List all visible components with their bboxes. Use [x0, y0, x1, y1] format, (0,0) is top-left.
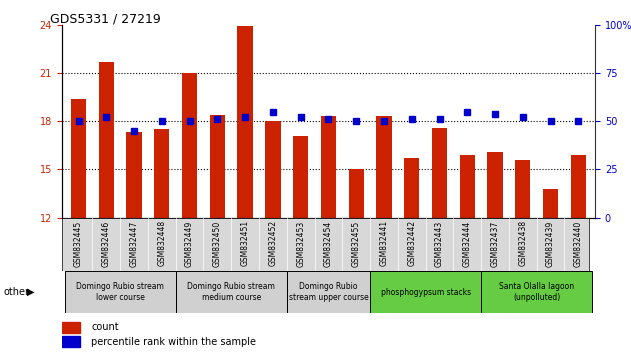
Text: GSM832442: GSM832442 — [407, 220, 416, 267]
Text: GSM832452: GSM832452 — [268, 220, 278, 267]
Text: GDS5331 / 27219: GDS5331 / 27219 — [50, 12, 162, 25]
Text: GSM832451: GSM832451 — [240, 220, 250, 267]
Text: phosphogypsum stacks: phosphogypsum stacks — [380, 287, 471, 297]
Text: GSM832448: GSM832448 — [157, 220, 167, 267]
Text: GSM832437: GSM832437 — [490, 220, 500, 267]
Bar — [286, 271, 370, 313]
Text: GSM832439: GSM832439 — [546, 220, 555, 267]
Bar — [175, 271, 286, 313]
Text: Santa Olalla lagoon
(unpolluted): Santa Olalla lagoon (unpolluted) — [499, 282, 574, 302]
Text: other: other — [3, 287, 29, 297]
Text: GSM832438: GSM832438 — [518, 220, 528, 267]
Text: GSM832444: GSM832444 — [463, 220, 472, 267]
Bar — [237, 27, 253, 218]
Bar — [404, 158, 420, 218]
Bar — [481, 271, 593, 313]
Text: Domingo Rubio stream
medium course: Domingo Rubio stream medium course — [187, 282, 275, 302]
Text: GSM832441: GSM832441 — [379, 220, 389, 267]
Text: GSM832454: GSM832454 — [324, 220, 333, 267]
Bar — [209, 115, 225, 218]
Bar — [487, 152, 503, 218]
Bar — [348, 170, 364, 218]
Text: count: count — [91, 322, 119, 332]
Text: GSM832443: GSM832443 — [435, 220, 444, 267]
Text: Domingo Rubio stream
lower course: Domingo Rubio stream lower course — [76, 282, 164, 302]
Bar — [64, 271, 175, 313]
Bar — [570, 155, 586, 218]
Bar — [293, 136, 309, 218]
Bar — [543, 189, 558, 218]
Bar — [62, 336, 81, 347]
Bar — [182, 73, 198, 218]
Text: GSM832449: GSM832449 — [185, 220, 194, 267]
Text: GSM832453: GSM832453 — [296, 220, 305, 267]
Text: GSM832440: GSM832440 — [574, 220, 583, 267]
Text: GSM832447: GSM832447 — [129, 220, 139, 267]
Text: GSM832450: GSM832450 — [213, 220, 222, 267]
Bar — [370, 271, 481, 313]
Text: ▶: ▶ — [27, 287, 34, 297]
Text: percentile rank within the sample: percentile rank within the sample — [91, 337, 256, 347]
Bar — [265, 121, 281, 218]
Text: Domingo Rubio
stream upper course: Domingo Rubio stream upper course — [288, 282, 369, 302]
Bar — [376, 116, 392, 218]
Bar — [98, 62, 114, 218]
Bar — [515, 160, 531, 218]
Bar — [154, 129, 170, 218]
Bar — [62, 322, 81, 333]
Bar — [71, 99, 86, 218]
Text: GSM832455: GSM832455 — [351, 220, 361, 267]
Bar — [432, 128, 447, 218]
Text: GSM832445: GSM832445 — [74, 220, 83, 267]
Bar — [126, 132, 142, 218]
Bar — [459, 155, 475, 218]
Bar — [321, 116, 336, 218]
Text: GSM832446: GSM832446 — [102, 220, 111, 267]
